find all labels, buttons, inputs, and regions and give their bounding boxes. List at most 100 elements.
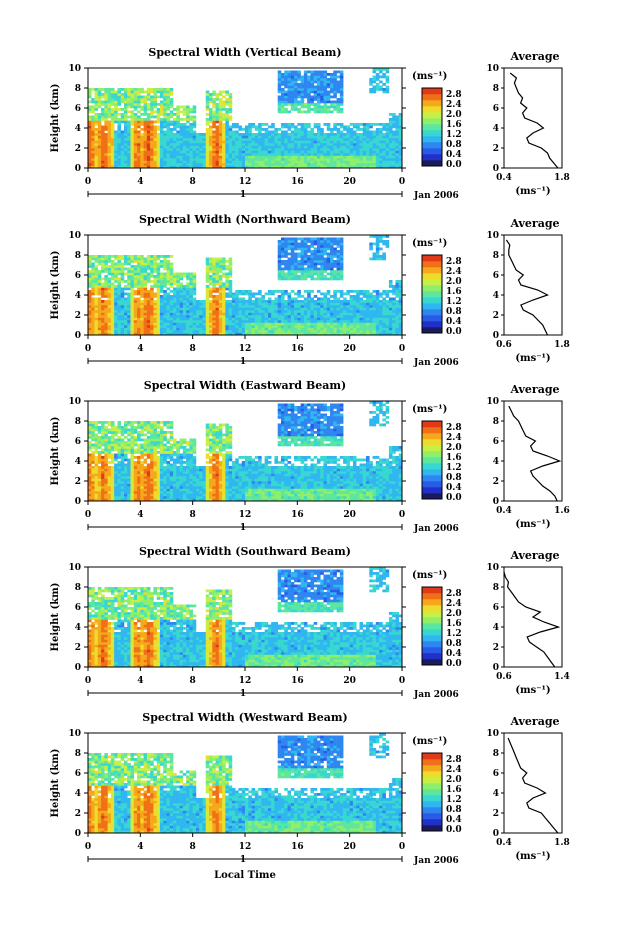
heatmap-cell: [313, 155, 318, 159]
heatmap-cell: [110, 312, 115, 316]
heatmap-cell: [277, 150, 282, 154]
heatmap-cell: [104, 327, 108, 331]
heatmap-cell: [248, 305, 252, 308]
heatmap-cell: [369, 133, 373, 136]
heatmap-cell: [91, 153, 95, 156]
heatmap-cell: [290, 145, 295, 149]
heatmap-cell: [287, 73, 292, 76]
heatmap-cell: [110, 295, 115, 298]
heatmap-cell: [228, 95, 233, 99]
heatmap-cell: [123, 110, 128, 114]
heatmap-cell: [166, 300, 171, 303]
heatmap-cell: [326, 98, 331, 101]
heatmap-cell: [235, 130, 239, 134]
heatmap-cell: [91, 287, 95, 291]
heatmap-cell: [123, 292, 128, 296]
heatmap-cell: [209, 163, 213, 166]
heatmap-cell: [388, 305, 393, 308]
heatmap-cell: [339, 325, 344, 328]
heatmap-cell: [323, 262, 328, 266]
heatmap-cell: [303, 307, 308, 311]
heatmap-cell: [369, 160, 373, 164]
heatmap-cell: [379, 322, 383, 326]
heatmap-cell: [212, 260, 216, 263]
heatmap-cell: [346, 155, 350, 159]
heatmap-cell: [107, 257, 112, 261]
heatmap-cell: [245, 302, 249, 306]
heatmap-cell: [362, 292, 367, 296]
heatmap-cell: [94, 275, 99, 278]
heatmap-cell: [130, 267, 135, 271]
heatmap-cell: [336, 143, 341, 146]
heatmap-cell: [130, 317, 135, 321]
heatmap-cell: [107, 320, 112, 323]
heatmap-cell: [176, 125, 180, 129]
heatmap-cell: [274, 135, 279, 139]
heatmap-cell: [316, 237, 321, 241]
heatmap-cell: [209, 305, 213, 308]
heatmap-cell: [294, 70, 298, 74]
heatmap-cell: [225, 287, 229, 291]
heatmap-cell: [307, 255, 311, 258]
heatmap-cell: [91, 150, 95, 154]
heatmap-cell: [294, 145, 298, 149]
heatmap-cell: [186, 292, 190, 296]
heatmap-cell: [388, 155, 393, 159]
heatmap-cell: [110, 158, 115, 161]
heatmap-cell: [166, 322, 171, 326]
heatmap-cell: [346, 322, 350, 326]
heatmap-cell: [169, 160, 174, 164]
heatmap-cell: [156, 300, 161, 303]
heatmap-cell: [333, 322, 337, 326]
heatmap-cell: [222, 148, 226, 151]
heatmap-cell: [392, 315, 396, 318]
heatmap-cell: [120, 143, 125, 146]
heatmap-cell: [392, 138, 396, 141]
heatmap-cell: [307, 150, 311, 154]
heatmap-cell: [215, 262, 220, 266]
heatmap-cell: [297, 123, 301, 126]
heatmap-cell: [254, 138, 259, 141]
heatmap-cell: [159, 93, 164, 96]
heatmap-cell: [91, 265, 95, 268]
heatmap-cell: [274, 148, 279, 151]
heatmap-cell: [267, 302, 272, 306]
heatmap-cell: [163, 317, 167, 321]
heatmap-cell: [127, 302, 131, 306]
heatmap-cell: [199, 140, 203, 144]
heatmap-cell: [307, 160, 311, 164]
heatmap-cell: [303, 140, 308, 144]
heatmap-cell: [189, 163, 193, 166]
heatmap-cell: [379, 135, 383, 139]
heatmap-cell: [127, 280, 131, 283]
heatmap-cell: [110, 262, 115, 266]
heatmap-cell: [186, 327, 190, 331]
heatmap-cell: [215, 305, 220, 308]
heatmap-cell: [277, 312, 282, 316]
colorbar-swatch: [422, 279, 442, 286]
heatmap-cell: [104, 320, 108, 323]
heatmap-cell: [143, 332, 148, 336]
heatmap-cell: [153, 295, 157, 298]
heatmap-cell: [336, 128, 341, 131]
heatmap-cell: [156, 332, 161, 336]
colorbar-swatch: [422, 315, 442, 322]
heatmap-cell: [146, 143, 151, 146]
heatmap-cell: [127, 138, 131, 141]
heatmap-cell: [316, 300, 321, 303]
heatmap-cell: [346, 128, 350, 131]
heatmap-cell: [143, 272, 148, 276]
heatmap-cell: [91, 307, 95, 311]
heatmap-cell: [228, 143, 233, 146]
heatmap-cell: [248, 312, 252, 316]
heatmap-cell: [261, 330, 265, 333]
heatmap-cell: [189, 125, 193, 129]
heatmap-cell: [127, 123, 131, 126]
heatmap-cell: [261, 317, 265, 321]
heatmap-cell: [104, 143, 108, 146]
heatmap-cell: [241, 158, 246, 161]
heatmap-cell: [94, 93, 99, 96]
heatmap-cell: [150, 302, 154, 306]
heatmap-cell: [303, 128, 308, 131]
